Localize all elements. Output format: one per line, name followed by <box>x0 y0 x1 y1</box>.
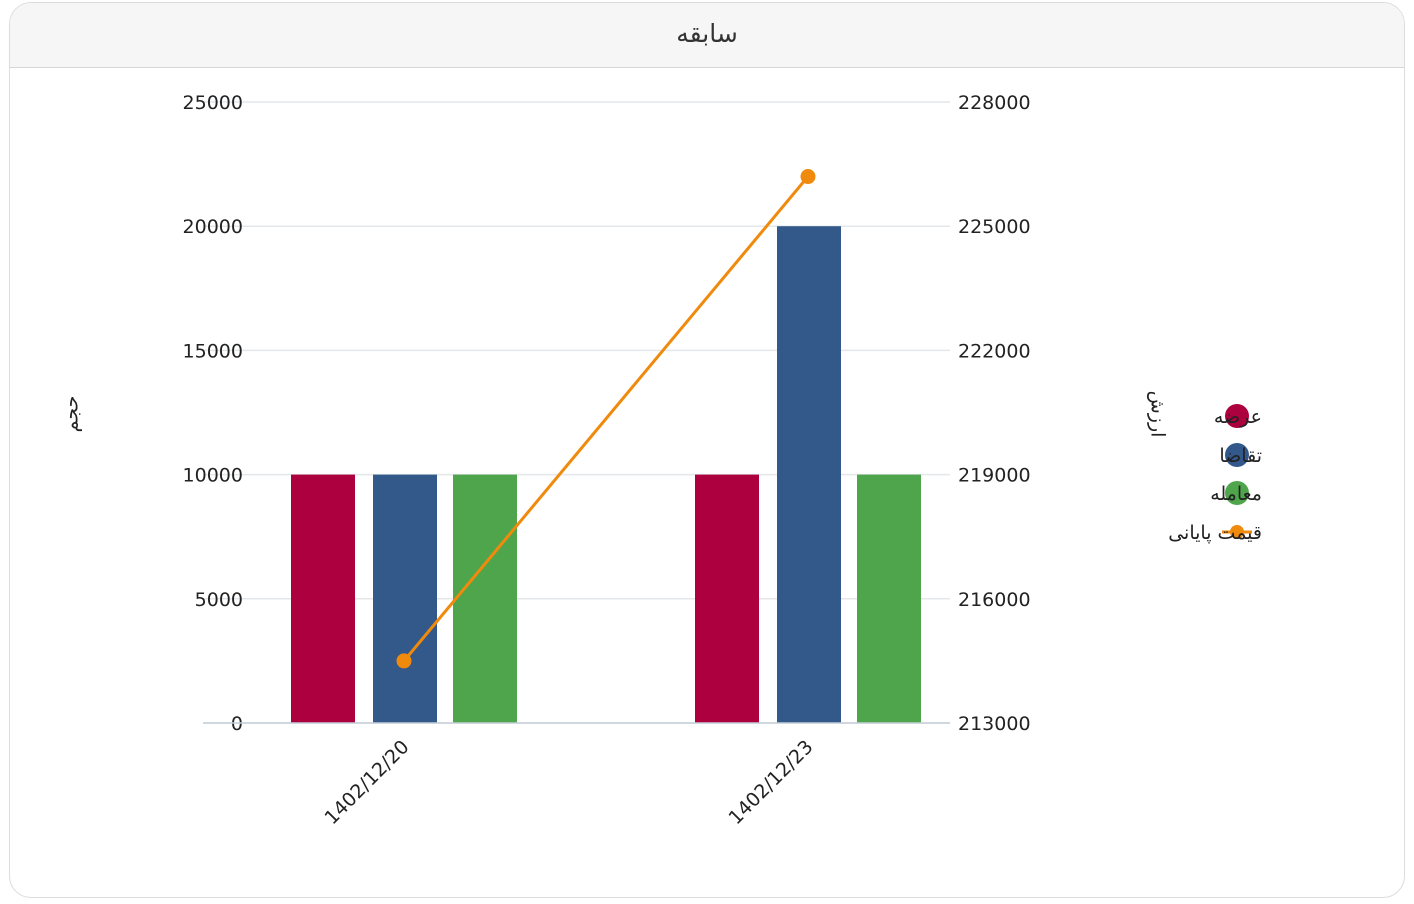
bar-1-2 <box>695 474 759 723</box>
bar-3-2 <box>857 474 921 723</box>
right-tick-label: 225000 <box>958 216 1031 238</box>
bar-3-1 <box>453 474 517 723</box>
line-point-2 <box>800 169 816 185</box>
line-series <box>396 169 816 669</box>
right-tick-label: 213000 <box>958 713 1031 735</box>
right-tick-label: 222000 <box>958 340 1031 362</box>
legend-marker <box>1225 481 1249 505</box>
legend-marker <box>1225 404 1249 428</box>
legend-marker <box>1225 443 1249 467</box>
legend-label: قیمت پایانی <box>1168 522 1262 544</box>
line-path <box>402 175 810 662</box>
line-point-1 <box>396 653 412 669</box>
panel-header: سابقه <box>10 3 1404 68</box>
right-tick-label: 216000 <box>958 589 1031 611</box>
bar-1-1 <box>291 474 355 723</box>
left-tick-label: 5000 <box>195 589 243 611</box>
legend-label: عرضه <box>1214 406 1262 428</box>
x-tick-label: 1402/12/20 <box>321 736 414 829</box>
left-tick-label: 15000 <box>183 340 243 362</box>
legend-label: معامله <box>1210 483 1262 505</box>
left-tick-label: 10000 <box>183 465 243 487</box>
left-axis-title: حجم <box>61 396 83 433</box>
legend-label: تقاضا <box>1219 445 1262 467</box>
x-axis-ticks: 1402/12/20 1402/12/23 <box>321 736 818 829</box>
history-panel: سابقه <box>9 2 1405 898</box>
bar-2-1 <box>373 474 437 723</box>
bar-series <box>291 226 921 723</box>
x-tick-label: 1402/12/23 <box>725 736 818 829</box>
legend: عرضه تقاضا معامله قیمت پایانی <box>1168 404 1262 544</box>
panel-title: سابقه <box>676 19 738 48</box>
left-tick-label: 0 <box>231 713 243 735</box>
bar-2-2 <box>777 226 841 723</box>
right-axis-title: ارزش <box>1147 391 1169 438</box>
left-axis-ticks: 0 5000 10000 15000 20000 25000 <box>183 92 243 735</box>
right-axis-ticks: 213000 216000 219000 222000 225000 228000 <box>958 92 1031 735</box>
left-tick-label: 20000 <box>183 216 243 238</box>
right-tick-label: 228000 <box>958 92 1031 114</box>
legend-marker <box>1230 525 1244 539</box>
right-tick-label: 219000 <box>958 465 1031 487</box>
left-tick-label: 25000 <box>183 92 243 114</box>
